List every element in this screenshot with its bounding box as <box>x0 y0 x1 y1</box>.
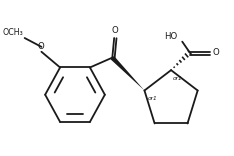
Text: HO: HO <box>164 32 178 41</box>
Polygon shape <box>111 56 144 90</box>
Text: O: O <box>112 26 118 35</box>
Text: or1: or1 <box>147 96 157 101</box>
Text: O: O <box>37 42 44 51</box>
Text: or1: or1 <box>173 76 183 81</box>
Text: O: O <box>212 48 219 57</box>
Text: OCH₃: OCH₃ <box>3 28 24 37</box>
